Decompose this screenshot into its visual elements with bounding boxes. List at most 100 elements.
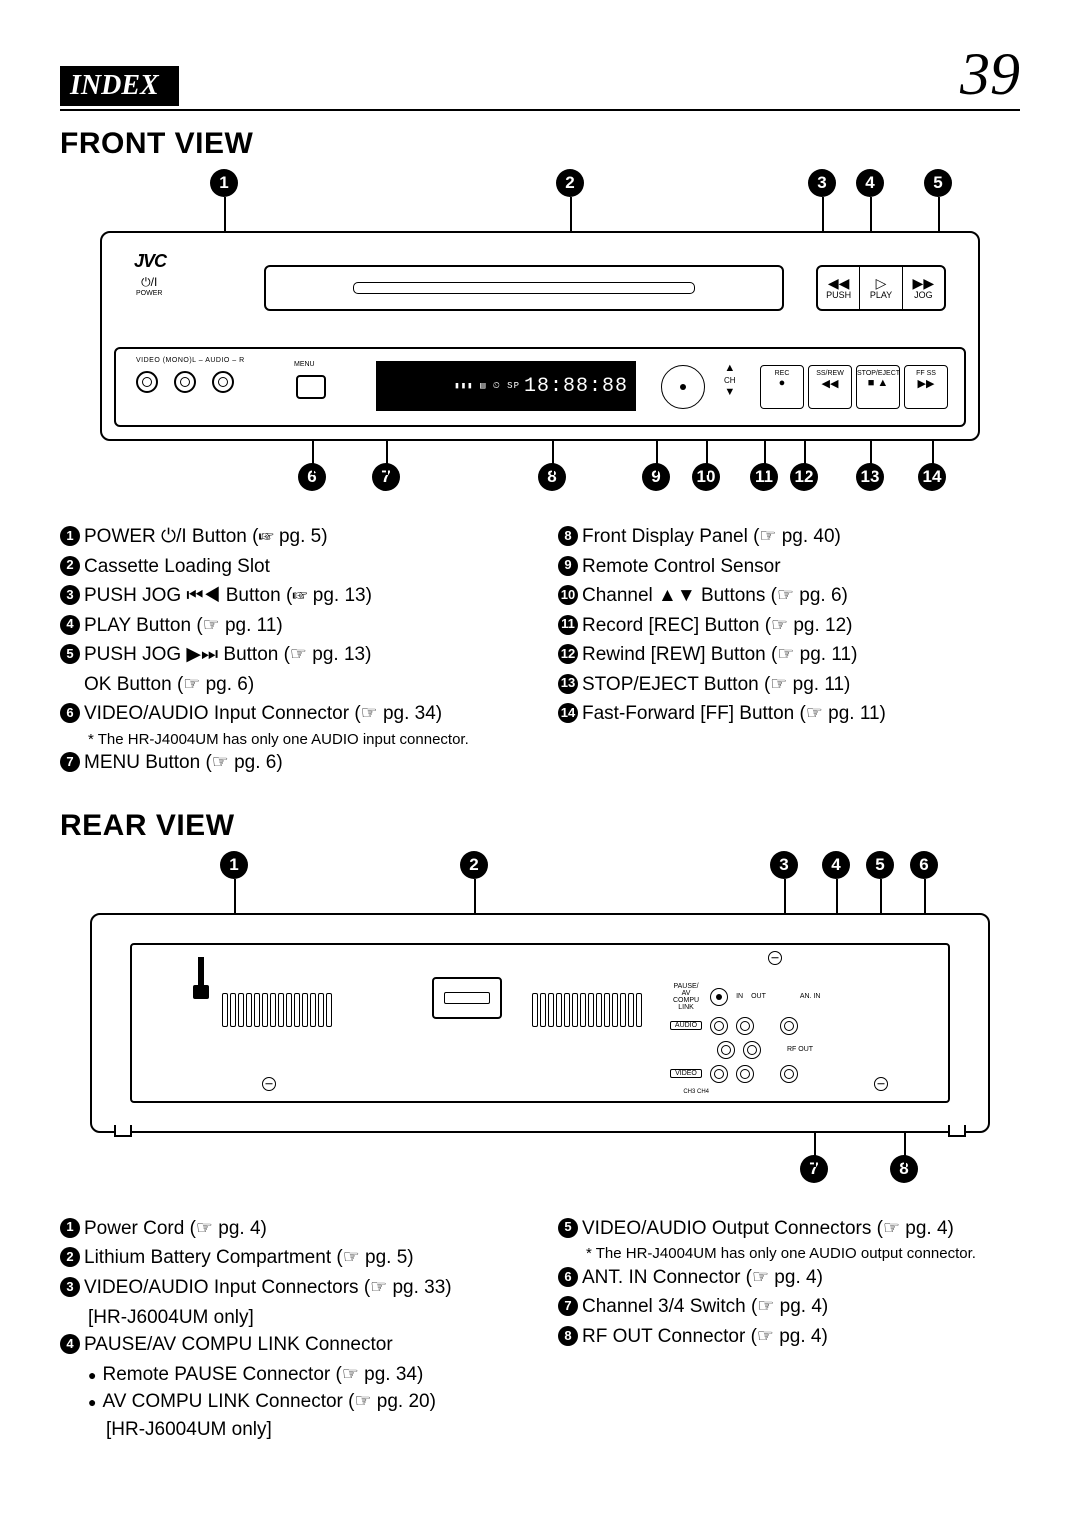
out-label: OUT <box>751 993 766 1000</box>
mini-button: SS/REW◀◀ <box>808 365 852 409</box>
legend-item: 13STOP/EJECT Button (☞ pg. 11) <box>558 671 1020 699</box>
callout-badge: 4 <box>822 851 850 879</box>
legend-text: STOP/EJECT Button (☞ pg. 11) <box>582 671 850 699</box>
legend-text: PUSH JOG ▶⏭ Button (☞ pg. 13) <box>84 641 371 669</box>
legend-text: Fast-Forward [FF] Button (☞ pg. 11) <box>582 700 886 728</box>
page-header: INDEX 39 <box>60 40 1020 111</box>
mini-button: STOP/EJECT■ ▲ <box>856 365 900 409</box>
legend-text: Rewind [REW] Button (☞ pg. 11) <box>582 641 857 669</box>
legend-text: Remote Control Sensor <box>582 553 781 581</box>
legend-subitem: ●Remote PAUSE Connector (☞ pg. 34) <box>88 1361 522 1389</box>
av-label: AV <box>670 990 702 997</box>
vent-right <box>532 993 642 1027</box>
legend-number: 2 <box>60 1247 80 1267</box>
leader-line <box>552 441 554 475</box>
leader-line <box>870 441 872 475</box>
legend-text: Channel ▲▼ Buttons (☞ pg. 6) <box>582 582 848 610</box>
video-label: VIDEO <box>670 1069 702 1078</box>
rear-device-illustration: PAUSE/ AV COMPU LINK IN OUT AN. IN AUDIO <box>90 913 990 1133</box>
legend-number: 8 <box>558 1326 578 1346</box>
legend-item: 6ANT. IN Connector (☞ pg. 4) <box>558 1264 1020 1292</box>
legend-number: 5 <box>558 1218 578 1238</box>
screw-icon <box>262 1077 276 1091</box>
menu-button-graphic <box>296 375 326 399</box>
legend-text: VIDEO/AUDIO Input Connectors (☞ pg. 33) <box>84 1274 452 1302</box>
rear-view-title: REAR VIEW <box>60 809 1020 843</box>
front-legend-left: 1POWER ⏻/I Button (☞ pg. 5)2Cassette Loa… <box>60 523 522 779</box>
legend-item: 14Fast-Forward [FF] Button (☞ pg. 11) <box>558 700 1020 728</box>
legend-item: 6VIDEO/AUDIO Input Connector (☞ pg. 34) <box>60 700 522 728</box>
rear-legend-right: 5VIDEO/AUDIO Output Connectors (☞ pg. 4)… <box>558 1215 1020 1443</box>
legend-number: 12 <box>558 644 578 664</box>
rear-legend: 1Power Cord (☞ pg. 4)2Lithium Battery Co… <box>60 1215 1020 1443</box>
legend-item: 4PAUSE/AV COMPU LINK Connector <box>60 1331 522 1359</box>
legend-text: Record [REC] Button (☞ pg. 12) <box>582 612 853 640</box>
audio-label: AUDIO <box>670 1021 702 1030</box>
legend-text: ANT. IN Connector (☞ pg. 4) <box>582 1264 823 1292</box>
front-bottom-callouts: 67891011121314 <box>90 463 990 503</box>
legend-text: RF OUT Connector (☞ pg. 4) <box>582 1323 828 1351</box>
callout-badge: 2 <box>556 169 584 197</box>
leader-line <box>764 441 766 475</box>
leader-line <box>474 879 476 913</box>
legend-number: 1 <box>60 526 80 546</box>
display-panel: ▮▮▮ ▤ ⏲ SP 18:88:88 <box>376 361 636 411</box>
power-label: POWER <box>136 290 162 297</box>
leader-line <box>932 441 934 475</box>
legend-number: 10 <box>558 585 578 605</box>
legend-number: 14 <box>558 703 578 723</box>
callout-badge: 6 <box>910 851 938 879</box>
legend-text: POWER ⏻/I Button (☞ pg. 5) <box>84 523 328 551</box>
leader-line <box>706 441 708 475</box>
legend-item: 2Lithium Battery Compartment (☞ pg. 5) <box>60 1244 522 1272</box>
legend-number: 1 <box>60 1218 80 1238</box>
rear-diagram: 123456 PAUSE/ AV COMPU LINK IN OUT <box>90 851 990 1195</box>
vent-left <box>222 993 332 1027</box>
menu-label: MENU <box>294 361 315 368</box>
rear-legend-left: 1Power Cord (☞ pg. 4)2Lithium Battery Co… <box>60 1215 522 1443</box>
leader-line <box>938 197 940 231</box>
pause-label: PAUSE/ <box>670 983 702 990</box>
legend-text: Lithium Battery Compartment (☞ pg. 5) <box>84 1244 414 1272</box>
legend-text: PUSH JOG ⏮◀ Button (☞ pg. 13) <box>84 582 372 610</box>
screw-icon <box>768 951 782 965</box>
callout-badge: 2 <box>460 851 488 879</box>
ir-sensor <box>661 365 705 409</box>
ch-label: CH <box>724 376 736 385</box>
foot-icon <box>114 1125 132 1137</box>
leader-line <box>312 441 314 475</box>
jog-push-label: PUSH <box>826 290 851 300</box>
rf-out-label: RF OUT <box>787 1046 813 1053</box>
in-label: IN <box>736 993 743 1000</box>
leader-line <box>784 879 786 913</box>
battery-compartment <box>432 977 502 1019</box>
callout-badge: 1 <box>220 851 248 879</box>
jog-block: ◀◀PUSH ▷PLAY ▶▶JOG <box>816 265 946 311</box>
legend-text: Cassette Loading Slot <box>84 553 270 581</box>
power-cord-graphic <box>188 957 214 1001</box>
legend-text: MENU Button (☞ pg. 6) <box>84 749 283 777</box>
rca-jacks <box>136 371 234 393</box>
legend-note: * The HR-J4004UM has only one AUDIO outp… <box>586 1244 1020 1264</box>
ant-in-label: AN. IN <box>800 993 821 1000</box>
power-button-area: ⏻/I POWER <box>136 275 162 297</box>
legend-item: 2Cassette Loading Slot <box>60 553 522 581</box>
rear-top-callouts: 123456 <box>90 851 990 891</box>
display-text: 18:88:88 <box>524 375 628 398</box>
legend-item: 8RF OUT Connector (☞ pg. 4) <box>558 1323 1020 1351</box>
legend-bracket: [HR-J6004UM only] <box>106 1416 522 1444</box>
front-legend-right: 8Front Display Panel (☞ pg. 40)9Remote C… <box>558 523 1020 779</box>
legend-text: PAUSE/AV COMPU LINK Connector <box>84 1331 393 1359</box>
front-view-title: FRONT VIEW <box>60 127 1020 161</box>
legend-item: 1POWER ⏻/I Button (☞ pg. 5) <box>60 523 522 551</box>
rear-bottom-callouts: 78 <box>90 1155 990 1195</box>
jog-right-icon: ▶▶ <box>913 276 935 290</box>
legend-bracket: [HR-J6004UM only] <box>88 1304 522 1332</box>
legend-item: 12Rewind [REW] Button (☞ pg. 11) <box>558 641 1020 669</box>
jog-label: JOG <box>914 290 933 300</box>
legend-item: 3VIDEO/AUDIO Input Connectors (☞ pg. 33) <box>60 1274 522 1302</box>
front-diagram: 12345 JVC ⏻/I POWER ◀◀PUSH ▷PLAY ▶▶JOG V… <box>90 169 990 503</box>
mini-button: REC● <box>760 365 804 409</box>
legend-text: VIDEO/AUDIO Output Connectors (☞ pg. 4) <box>582 1215 954 1243</box>
legend-item: 7MENU Button (☞ pg. 6) <box>60 749 522 777</box>
